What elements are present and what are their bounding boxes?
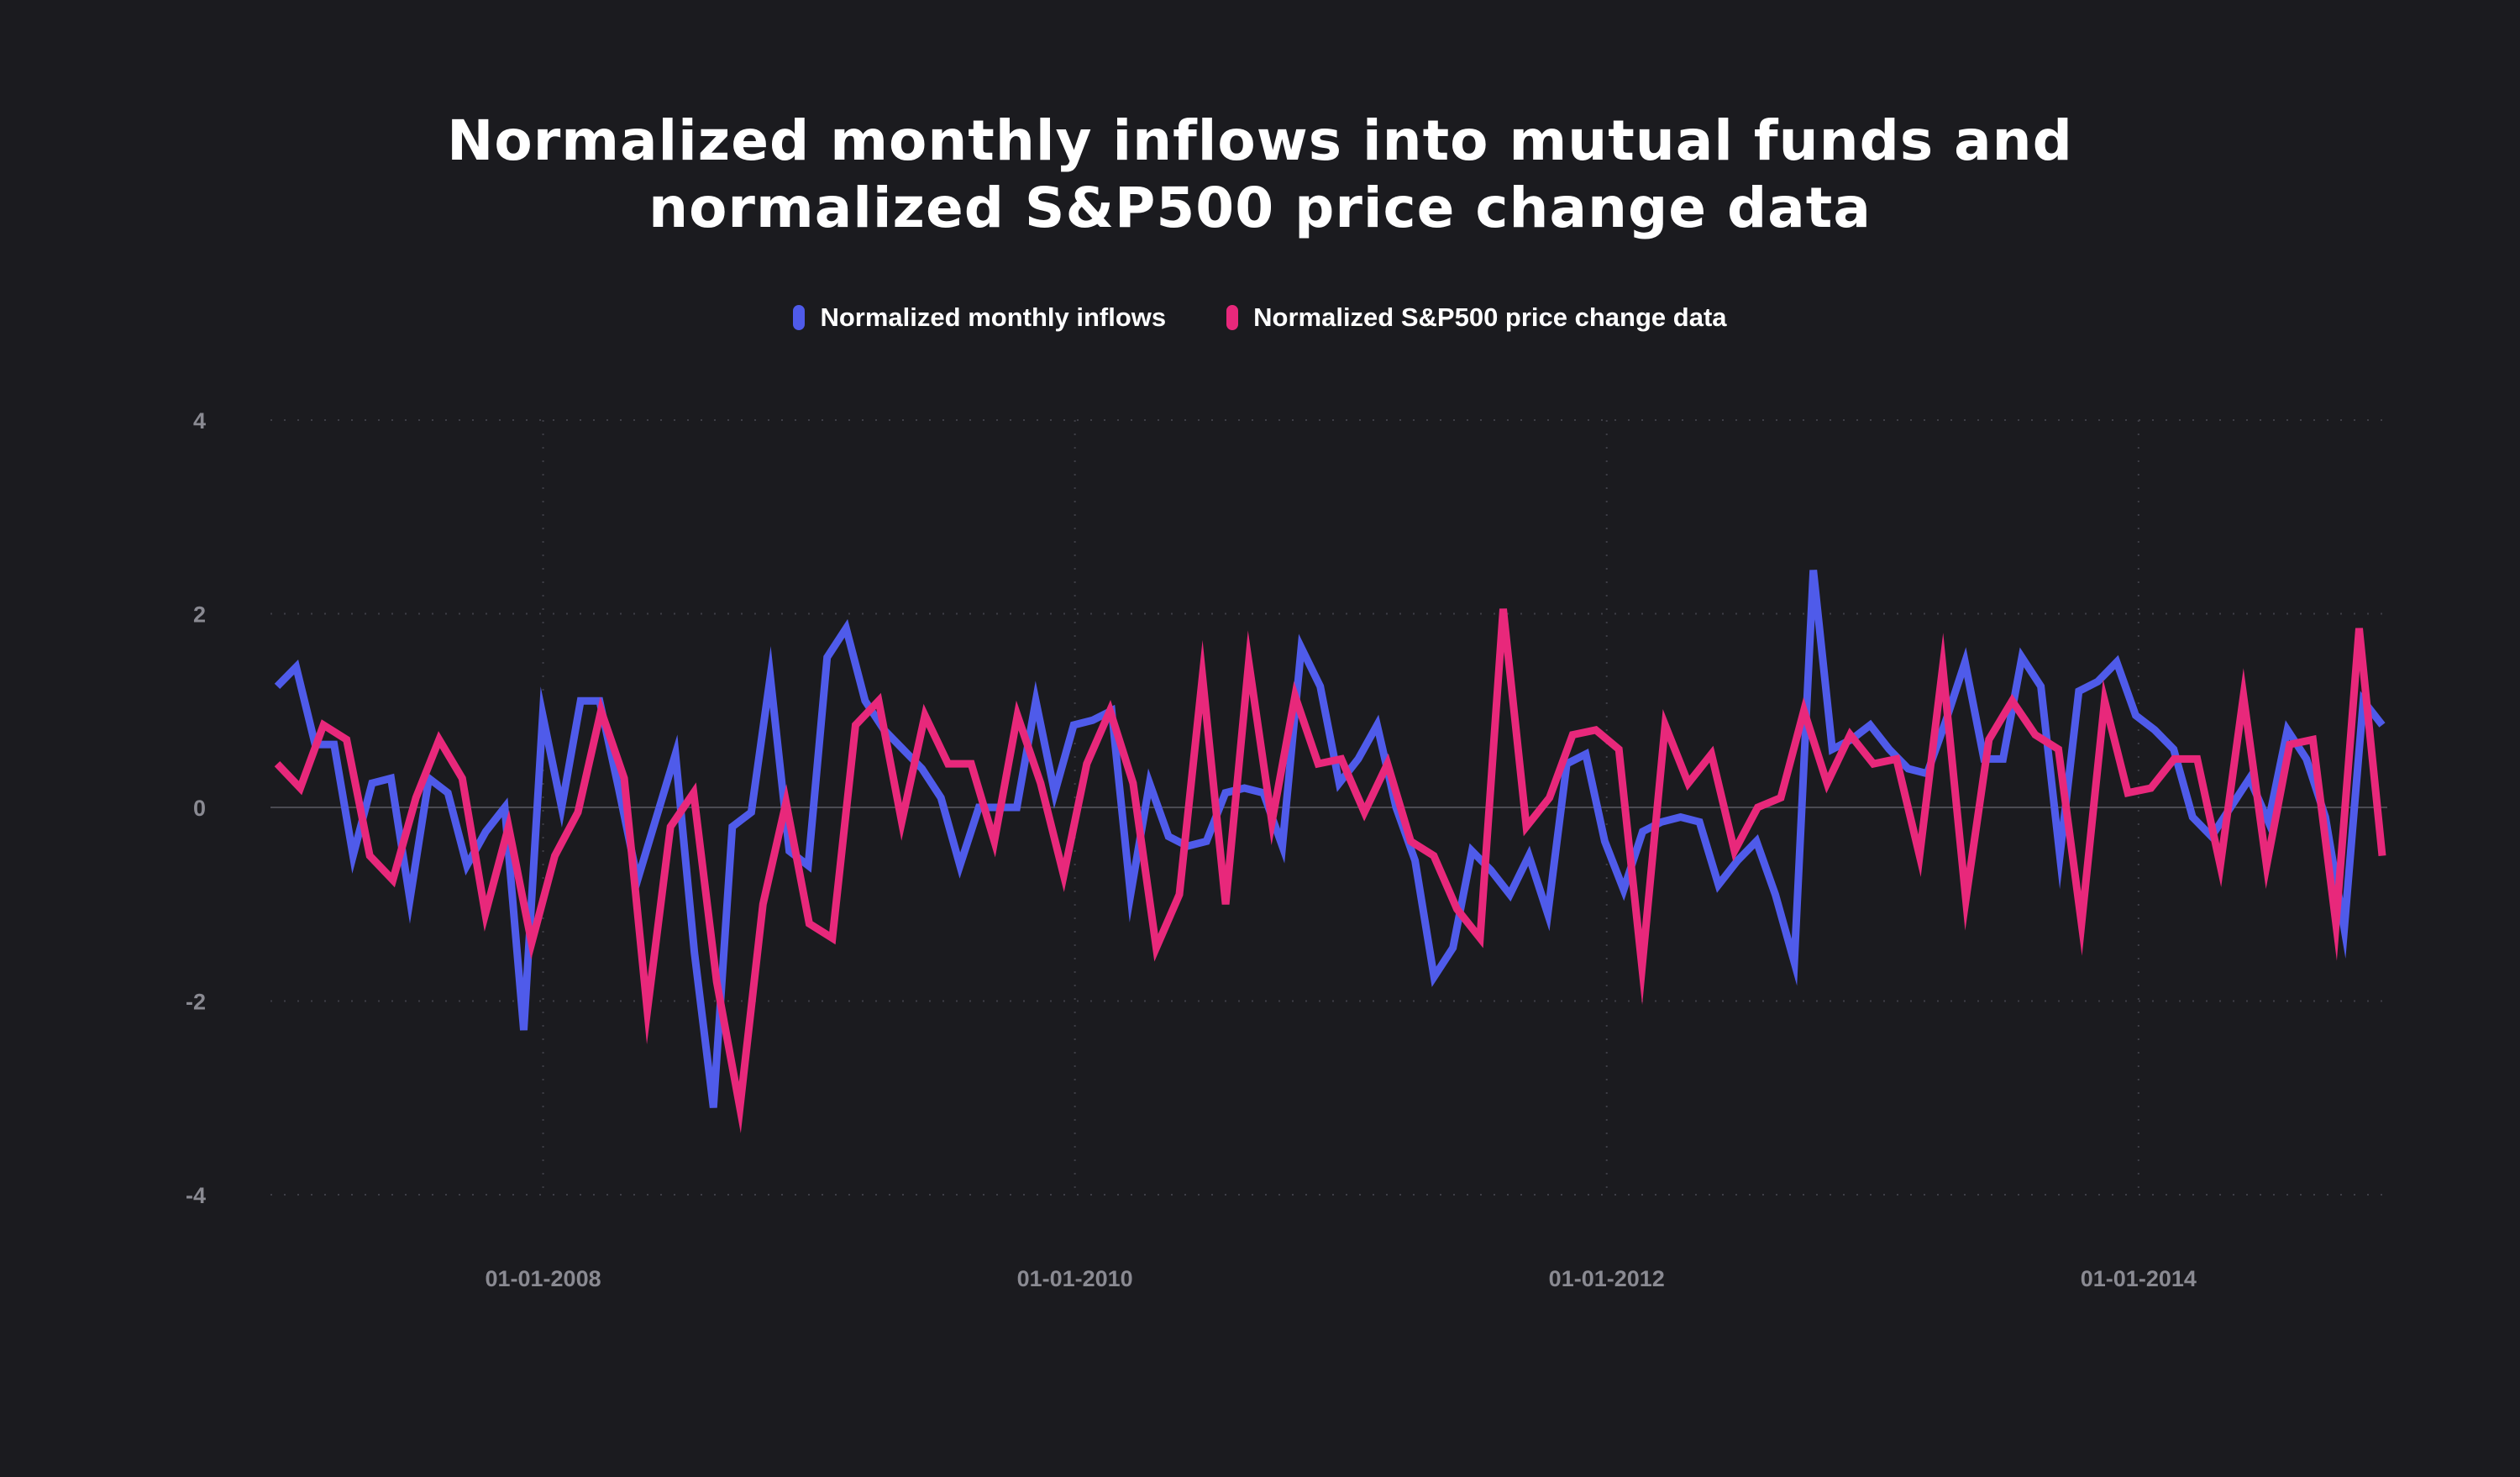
series-lines [274,570,2386,1133]
x-tick-label: 01-01-2010 [1017,1266,1133,1291]
legend-label-sp500: Normalized S&P500 price change data [1253,302,1727,332]
axis-labels: 4 2 0 -2 -4 01-01-2008 01-01-2010 01-01-2012 01-… [186,408,2197,1291]
x-tick-label: 01-01-2012 [1549,1266,1665,1291]
y-tick-label: 4 [193,408,206,434]
x-tick-label: 01-01-2008 [485,1266,601,1291]
series-line-sp500 [274,608,2386,1133]
legend-item-sp500[interactable]: Normalized S&P500 price change data [1226,302,1727,333]
chart-title: Normalized monthly inflows into mutual f… [0,108,2520,242]
x-tick-label: 01-01-2014 [2081,1266,2197,1291]
chart-title-line-2: normalized S&P500 price change data [648,176,1872,240]
legend-swatch-inflows [793,305,806,330]
legend: Normalized monthly inflows Normalized S&… [0,299,2520,336]
y-tick-label: -4 [186,1183,206,1208]
legend-item-inflows[interactable]: Normalized monthly inflows [793,302,1166,333]
chart-title-line-1: Normalized monthly inflows into mutual f… [447,108,2073,173]
legend-swatch-sp500 [1226,305,1239,330]
y-tick-label: 0 [193,796,206,821]
legend-label-inflows: Normalized monthly inflows [820,302,1167,332]
y-tick-label: 2 [193,602,206,628]
y-tick-label: -2 [186,990,206,1015]
